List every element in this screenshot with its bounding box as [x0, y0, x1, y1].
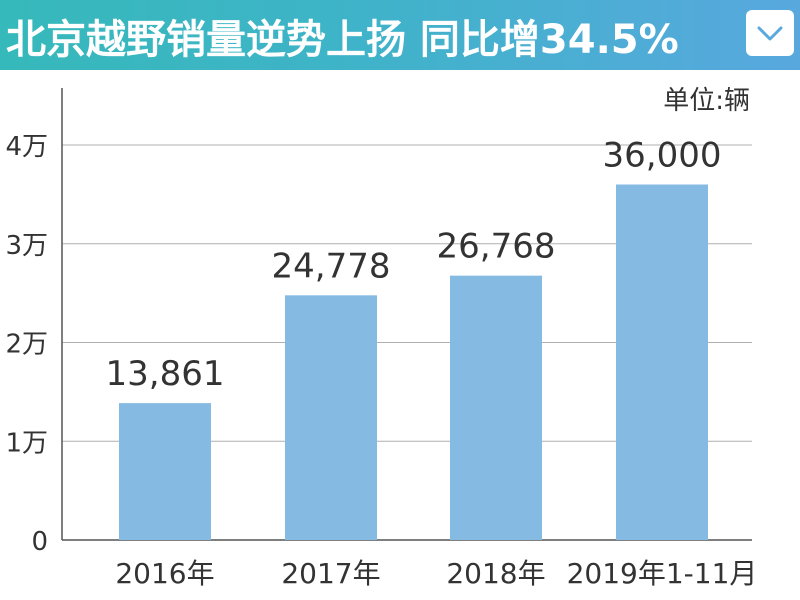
y-tick-label: 1万 [5, 428, 48, 458]
x-tick-label: 2019年1-11月 [567, 557, 758, 590]
y-tick-label: 0 [31, 527, 48, 557]
dropdown-button[interactable] [746, 10, 794, 56]
x-tick-label: 2016年 [115, 557, 214, 590]
data-label: 36,000 [603, 136, 722, 176]
x-tick-label: 2017年 [281, 557, 380, 590]
data-label: 24,778 [272, 246, 391, 286]
y-tick-label: 4万 [5, 132, 48, 162]
data-label: 13,861 [106, 354, 225, 394]
bar [616, 184, 708, 540]
chevron-down-icon [757, 26, 783, 41]
x-tick-label: 2018年 [446, 557, 545, 590]
y-tick-label: 2万 [5, 330, 48, 360]
data-label: 26,768 [437, 227, 556, 267]
header-banner: 北京越野销量逆势上扬 同比增34.5% [0, 0, 800, 70]
page-title: 北京越野销量逆势上扬 同比增34.5% [6, 17, 679, 63]
unit-label: 单位:辆 [663, 86, 750, 116]
y-tick-label: 3万 [5, 231, 48, 261]
bar [450, 275, 542, 540]
bar [285, 295, 377, 540]
bar [119, 403, 211, 540]
